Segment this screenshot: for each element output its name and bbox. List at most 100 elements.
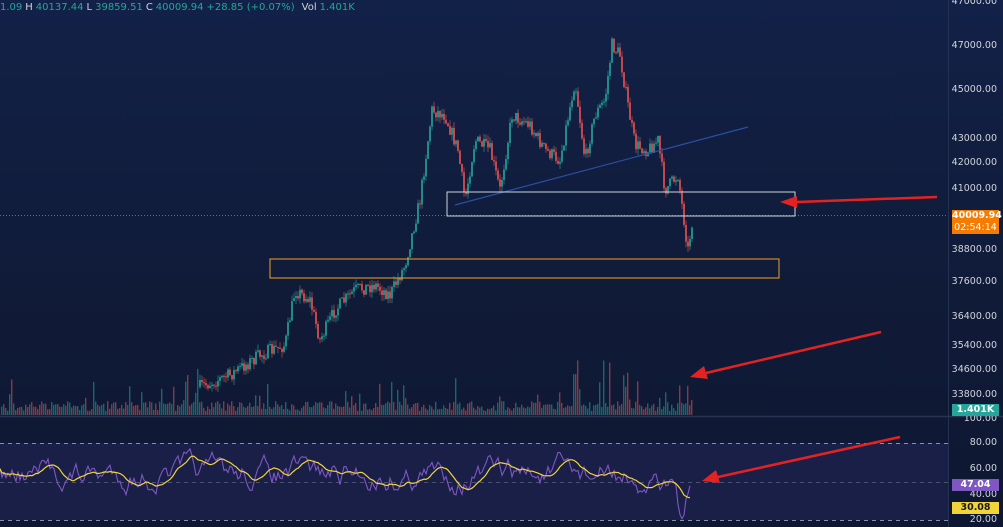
candle-body [491,143,493,160]
candle-body [391,286,393,299]
candle-body [685,224,687,242]
volume-bar [267,384,269,415]
volume-bar [327,405,329,415]
volume-bar [291,404,293,415]
candle-body [585,148,587,154]
volume-bar [329,401,331,415]
volume-bar [51,402,53,415]
legend-vol: 1.401K [319,2,355,13]
candle-body [237,366,239,372]
volume-bar [145,402,147,415]
volume-bar [353,405,355,415]
volume-bar [61,406,63,415]
volume-bar [483,410,485,415]
candle-body [305,299,307,302]
volume-bar [525,408,527,415]
candle-body [477,136,479,142]
volume-bar [45,403,47,415]
candlesticks[interactable] [199,37,693,392]
volume-bar [53,404,55,415]
volume-bar [313,405,315,415]
candle-body [347,293,349,295]
candle-body [553,149,555,152]
volume-bar [485,410,487,415]
candle-body [385,290,387,299]
annotation-arrow[interactable] [690,330,882,379]
candle-body [457,140,459,151]
volume-bar [243,406,245,415]
candle-body [443,113,445,120]
volume-bar [397,389,399,415]
volume-bar [357,410,359,415]
volume-bar [183,400,185,415]
candle-body [209,385,211,389]
volume-bar [619,405,621,415]
volume-bar [509,408,511,415]
candle-body [689,238,691,247]
candle-body [611,38,613,63]
price-axis[interactable]: 47000.00 47000.00 45000.00 43000.00 4200… [948,0,1003,527]
volume-bar [169,402,171,415]
annotation-arrow[interactable] [780,195,938,208]
candle-body [617,47,619,53]
volume-bar [157,410,159,415]
candle-body [301,289,303,294]
volume-bar [515,402,517,415]
volume-bar [539,401,541,415]
candle-body [267,344,269,359]
volume-bar [7,410,9,415]
volume-bar [97,404,99,415]
volume-bar [615,409,617,415]
resistance-zone-upper[interactable] [446,191,796,217]
volume-bar [29,404,31,415]
volume-bar [217,401,219,415]
volume-bar [665,392,667,415]
candle-body [351,291,353,294]
volume-bar [159,401,161,415]
volume-bar [573,374,575,415]
volume-bar [355,403,357,415]
annotation-arrow[interactable] [702,435,901,483]
trendline[interactable] [454,126,749,206]
volume-bar [279,406,281,415]
volume-bar [57,404,59,415]
volume-bar [149,401,151,415]
candle-body [383,290,385,296]
volume-bar [427,409,429,415]
volume-bar [585,405,587,415]
volume-bar [599,382,601,415]
candle-body [387,291,389,299]
legend-close-label: C [145,2,153,13]
volume-bar [553,408,555,415]
candle-body [203,382,205,384]
volume-bar [493,405,495,415]
volume-bar [347,401,349,415]
volume-bar [49,408,51,415]
candle-body [449,126,451,135]
rsi-tick: 60.00 [969,463,997,474]
candle-body [333,310,335,318]
volume-bar [319,402,321,415]
volume-bar [409,408,411,415]
volume-bar [79,409,81,415]
volume-bar [331,401,333,415]
volume-bar [273,407,275,415]
candle-body [557,160,559,164]
volume-bar [333,408,335,415]
candle-body [453,127,455,145]
volume-bar [403,385,405,415]
volume-bar [535,402,537,415]
volume-bar [33,406,35,415]
candle-body [687,241,689,247]
volume-bar [235,410,237,415]
candle-body [265,358,267,360]
volume-bar [505,410,507,415]
candle-body [339,298,341,309]
support-zone-lower[interactable] [269,258,780,279]
candle-body [515,112,517,121]
volume-bar [495,410,497,415]
candle-body [621,56,623,73]
candle-body [465,192,467,195]
